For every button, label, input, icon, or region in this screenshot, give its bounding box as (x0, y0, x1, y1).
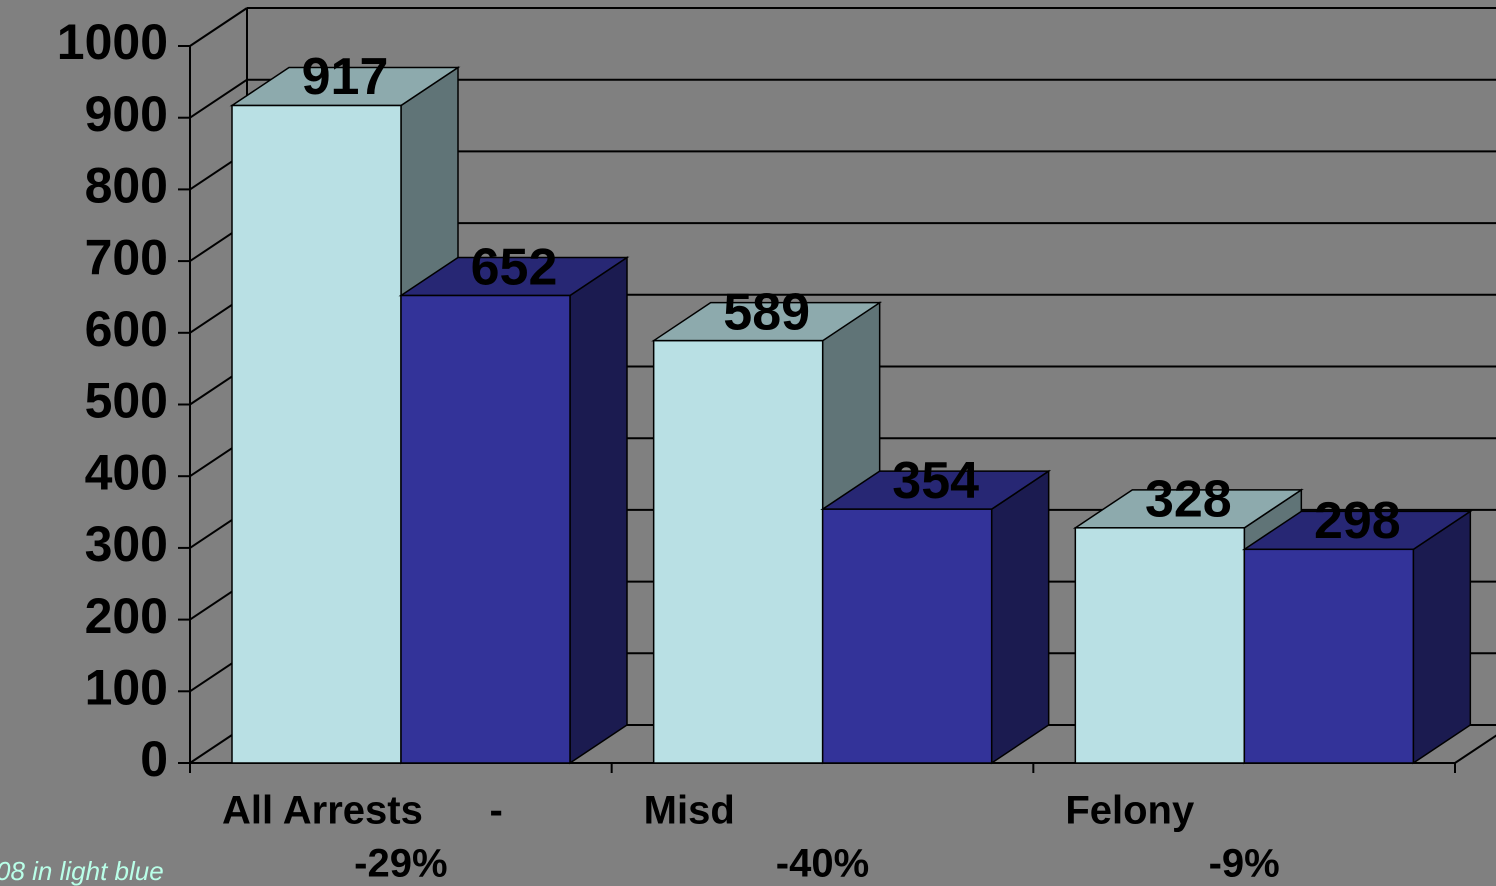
y-tick-label: 700 (85, 229, 168, 285)
bar (821, 508, 993, 764)
x-tick-sublabel: -40% (776, 842, 869, 886)
x-tick-label: Misd (644, 789, 735, 833)
x-tick-label: Felony (1065, 789, 1195, 833)
y-tick-label: 400 (85, 444, 168, 500)
data-label: 328 (1145, 471, 1232, 529)
y-tick-label: 0 (140, 731, 168, 787)
bar (231, 104, 402, 764)
y-tick-label: 900 (85, 86, 168, 142)
grid-line-side (189, 78, 248, 119)
y-tick-label: 500 (85, 373, 168, 429)
bar (1243, 548, 1415, 764)
data-label: 354 (892, 452, 979, 510)
bar (652, 339, 824, 764)
bar (1074, 527, 1246, 764)
grid-line-side (189, 7, 248, 47)
x-tick-sublabel: -9% (1209, 842, 1280, 886)
y-tick-label: 1000 (57, 14, 168, 70)
y-tick-label: 100 (85, 660, 168, 716)
annotation: 08 in light blue (0, 856, 164, 886)
y-tick-label: 200 (85, 588, 168, 644)
y-tick-label: 800 (85, 158, 168, 214)
data-label: 298 (1314, 492, 1401, 550)
bar-side (569, 256, 628, 765)
x-tick-sublabel: -29% (354, 842, 447, 886)
y-tick-label: 600 (85, 301, 168, 357)
floor-right (1454, 734, 1496, 764)
bar-side (990, 469, 1050, 765)
x-tick-label: All Arrests - (222, 789, 503, 833)
data-label: 917 (302, 48, 389, 106)
bar (400, 294, 571, 764)
data-label: 589 (723, 283, 810, 341)
data-label: 652 (471, 238, 558, 296)
bar-side (1412, 509, 1472, 765)
y-tick-label: 300 (85, 516, 168, 572)
